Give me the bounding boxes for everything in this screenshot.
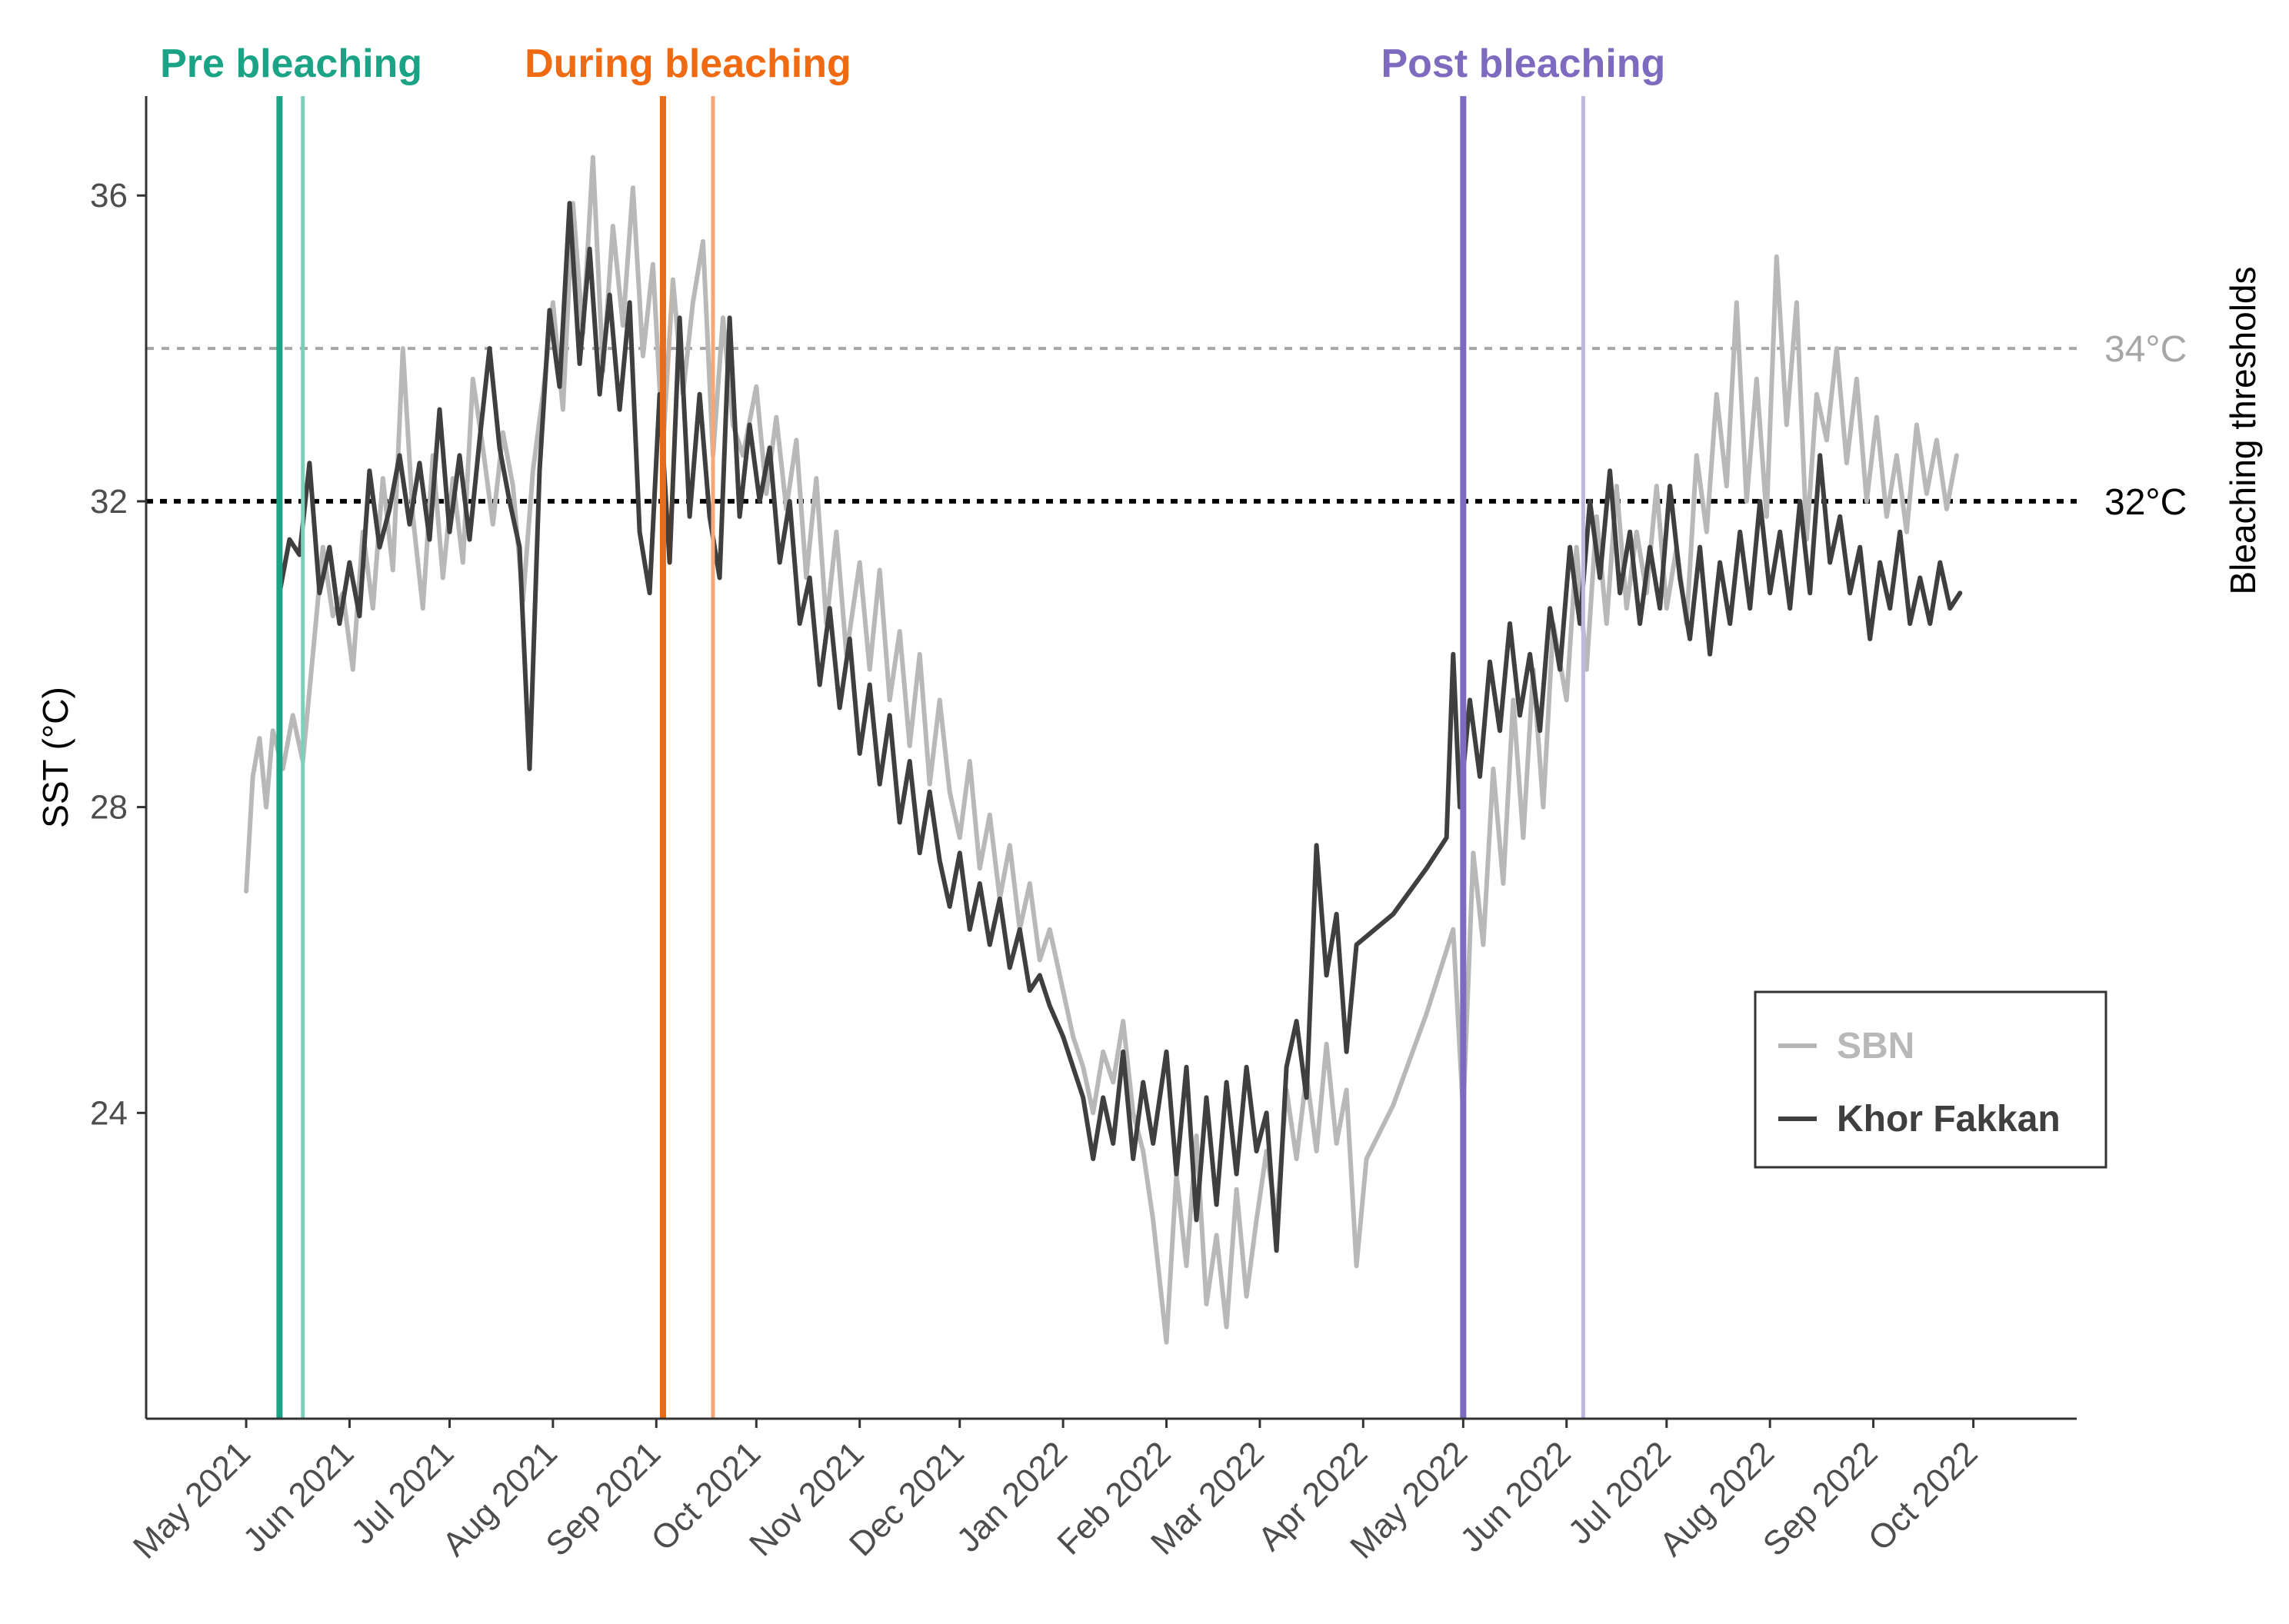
series-layer [244, 155, 1963, 1345]
x-tick-label-jun-2022: Jun 2022 [1453, 1434, 1578, 1559]
phase-labels: Pre bleaching During bleaching Post bleach… [160, 42, 1665, 86]
y-axis-title: SST (°C) [35, 687, 75, 828]
series-line-khor-fakkan [277, 201, 1963, 1253]
phase-label-pre-bleaching: Pre bleaching [160, 42, 422, 86]
phase-lines-layer [276, 96, 1585, 1419]
legend-label-sbn: SBN [1837, 1026, 1914, 1067]
threshold-label-34: 34°C [2104, 329, 2187, 370]
threshold-labels: 34°C 32°C [2104, 329, 2187, 523]
x-tick-label-sep-2021: Sep 2021 [538, 1434, 668, 1563]
legend-label-khor-fakkan: Khor Fakkan [1837, 1099, 2061, 1140]
phase-label-during-bleaching: During bleaching [525, 42, 851, 86]
x-tick-label-jun-2021: Jun 2021 [236, 1434, 362, 1559]
threshold-label-32: 32°C [2104, 482, 2187, 523]
x-tick-label-may-2021: May 2021 [126, 1434, 258, 1566]
x-tick-label-oct-2022: Oct 2022 [1861, 1434, 1985, 1558]
secondary-axis-title: Bleaching thresholds [2223, 266, 2263, 594]
y-tick-label-32: 32 [90, 483, 128, 521]
y-ticks: 24 28 32 36 [90, 177, 146, 1132]
y-tick-label-36: 36 [90, 177, 128, 215]
y-tick-label-28: 28 [90, 789, 128, 827]
legend: SBN Khor Fakkan [1754, 990, 2107, 1169]
y-tick-label-24: 24 [90, 1094, 128, 1132]
x-tick-label-sep-2022: Sep 2022 [1756, 1434, 1885, 1563]
legend-box [1754, 990, 2107, 1169]
phase-label-post-bleaching: Post bleaching [1381, 42, 1665, 86]
series-line-sbn [244, 155, 1959, 1345]
